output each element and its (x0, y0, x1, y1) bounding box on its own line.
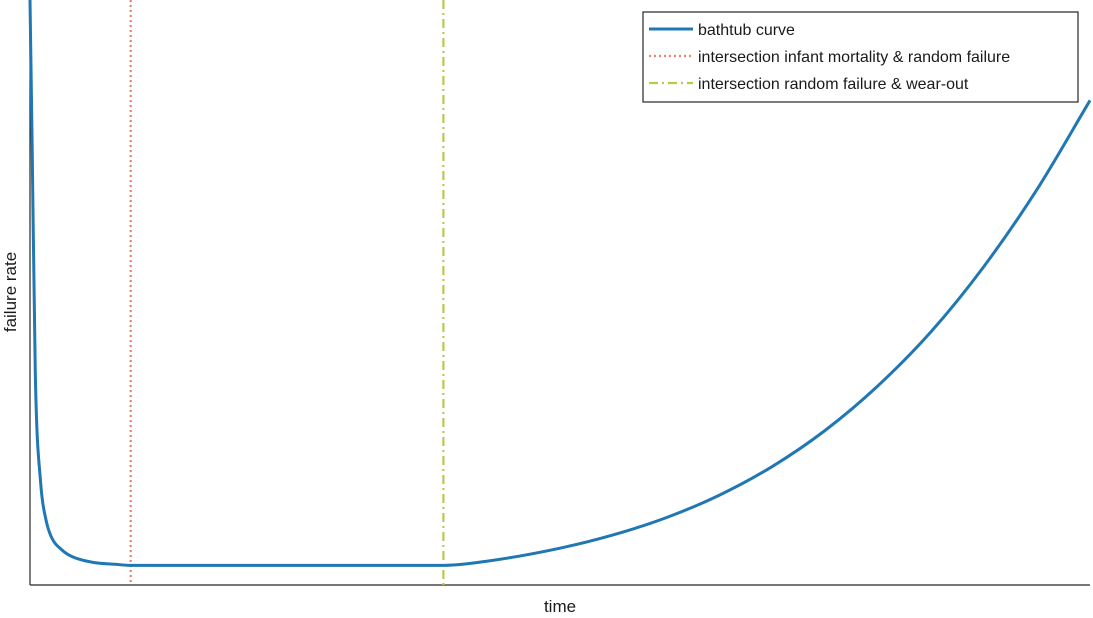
legend-label-1: bathtub curve (698, 22, 795, 39)
series-line-1 (28, 0, 1092, 567)
x-axis-label: time (544, 597, 576, 616)
legend: bathtub curve intersection infant mortali… (642, 11, 1079, 103)
vertical-lines (129, 0, 445, 585)
legend-label-2: intersection infant mortality & random f… (698, 49, 1010, 66)
y-axis-label: failure rate (1, 252, 20, 332)
legend-label-3: intersection random failure & wear-out (698, 76, 969, 93)
series-layer (28, 0, 1092, 567)
legend-box (642, 11, 1079, 103)
